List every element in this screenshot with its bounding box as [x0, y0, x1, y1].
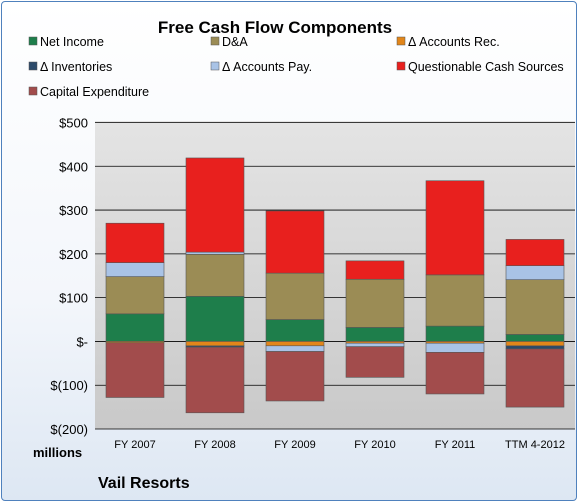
bar-capital-expenditure-fy-2011	[425, 352, 485, 395]
bar-d-a-fy-2011	[425, 274, 485, 327]
legend-label-accounts-pay: Δ Accounts Pay.	[222, 60, 312, 74]
bar-capital-expenditure-fy-2008	[185, 346, 245, 414]
bar-questionable-cash-sources-fy-2008	[185, 157, 245, 253]
y-tick-label-1: $400	[59, 159, 88, 174]
legend-label-questionable-cash-sources: Questionable Cash Sources	[408, 60, 564, 74]
x-axis: FY 2007 FY 2008 FY 2009 FY 2010 FY 2011 TTM 4…	[114, 439, 565, 451]
y-tick-label-2: $300	[59, 203, 88, 218]
bar-d-a-fy-2007	[105, 276, 165, 315]
bar-questionable-cash-sources-fy-2007	[105, 222, 165, 263]
bar-net-income-fy-2009	[265, 319, 325, 342]
legend-swatch-questionable-cash-sources	[396, 61, 406, 71]
y-tick-label-4: $100	[59, 291, 88, 306]
gridlines	[95, 122, 575, 430]
company-name: Vail Resorts	[98, 475, 190, 492]
y-tick-label-5: $-	[76, 334, 88, 349]
y-tick-label-3: $200	[59, 247, 88, 262]
bar-d-a-ttm-4-2012	[505, 279, 565, 335]
plot-area	[95, 121, 575, 429]
legend-swatch-capital-expenditure	[28, 86, 38, 96]
bar-net-income-fy-2008	[185, 296, 245, 342]
bars	[105, 157, 565, 414]
y-axis-label: millions	[33, 445, 82, 460]
legend-label-d-a: D&A	[222, 35, 248, 49]
bar-accounts-rec-ttm-4-2012	[505, 341, 565, 347]
legend-label-inventories: Δ Inventories	[40, 60, 112, 74]
bar-questionable-cash-sources-fy-2011	[425, 180, 485, 276]
x-tick-label-fy-2007: FY 2007	[114, 439, 155, 451]
bar-accounts-pay-ttm-4-2012	[505, 265, 565, 280]
bar-capital-expenditure-fy-2010	[345, 346, 405, 378]
legend-swatch-net-income	[28, 36, 38, 46]
y-tick-label-0: $500	[59, 116, 88, 131]
bar-d-a-fy-2009	[265, 272, 325, 320]
chart-legend: Net Income D&A Δ Accounts Rec. Δ Inventorie…	[28, 35, 564, 99]
bar-accounts-rec-fy-2008	[185, 341, 245, 347]
bar-questionable-cash-sources-fy-2010	[345, 260, 405, 280]
bar-questionable-cash-sources-fy-2009	[265, 210, 325, 274]
bar-questionable-cash-sources-ttm-4-2012	[505, 239, 565, 266]
bar-accounts-rec-fy-2009	[265, 341, 325, 347]
bar-capital-expenditure-fy-2009	[265, 351, 325, 402]
bar-net-income-fy-2011	[425, 325, 485, 342]
bar-capital-expenditure-fy-2007	[105, 342, 165, 398]
legend-label-accounts-rec: Δ Accounts Rec.	[408, 35, 500, 49]
bar-accounts-pay-fy-2011	[425, 342, 485, 353]
chart-title: Free Cash Flow Components	[158, 18, 392, 37]
y-tick-label-7: $(200)	[50, 422, 88, 437]
x-tick-label-fy-2011: FY 2011	[435, 439, 476, 451]
bar-accounts-pay-fy-2009	[265, 345, 325, 352]
bar-accounts-pay-fy-2007	[105, 262, 165, 277]
bar-net-income-ttm-4-2012	[505, 334, 565, 342]
x-tick-label-ttm-4-2012: TTM 4-2012	[505, 439, 565, 451]
bar-accounts-pay-fy-2010	[345, 342, 405, 347]
x-tick-label-fy-2010: FY 2010	[354, 439, 395, 451]
bar-capital-expenditure-ttm-4-2012	[505, 348, 565, 408]
bar-d-a-fy-2010	[345, 278, 405, 328]
legend-swatch-d-a	[210, 36, 220, 46]
bar-net-income-fy-2007	[105, 313, 165, 342]
x-tick-label-fy-2009: FY 2009	[274, 439, 315, 451]
legend-label-capital-expenditure: Capital Expenditure	[40, 85, 149, 99]
y-tick-label-6: $(100)	[50, 378, 88, 393]
y-axis: $500 $400 $300 $200 $100 $- $(100) $(200)	[50, 116, 88, 438]
legend-swatch-accounts-rec	[396, 36, 406, 46]
bar-inventories-ttm-4-2012	[505, 345, 565, 350]
bar-net-income-fy-2010	[345, 327, 405, 342]
x-tick-label-fy-2008: FY 2008	[194, 439, 235, 451]
legend-swatch-inventories	[28, 61, 38, 71]
bar-d-a-fy-2008	[185, 253, 245, 297]
legend-label-net-income: Net Income	[40, 35, 104, 49]
legend-swatch-accounts-pay	[210, 61, 220, 71]
bar-accounts-pay-fy-2008	[185, 251, 245, 255]
